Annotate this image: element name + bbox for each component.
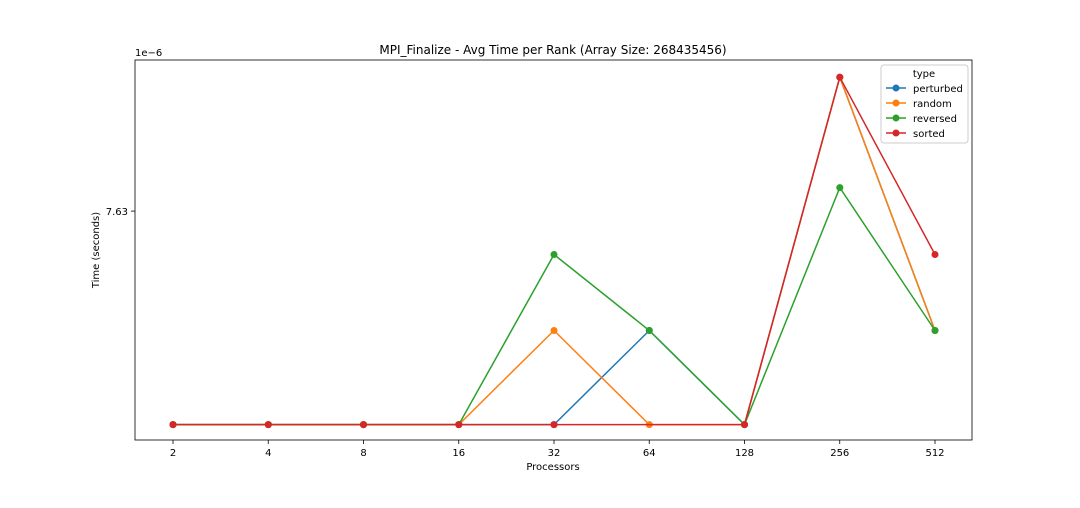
series-sorted: [169, 73, 939, 429]
legend-title: type: [913, 69, 935, 80]
data-point-random: [550, 327, 558, 334]
x-tick-label: 4: [265, 448, 271, 459]
y-offset-label: 1e−6: [135, 48, 162, 59]
x-tick-label: 8: [360, 448, 366, 459]
data-point-sorted: [169, 421, 177, 429]
x-tick-label: 32: [548, 448, 561, 459]
legend-items: perturbed random reversed sorted: [886, 84, 963, 140]
data-point-sorted: [455, 421, 463, 429]
plot-area: [134, 59, 973, 441]
legend-label: random: [913, 99, 952, 110]
series-random: [169, 73, 939, 429]
legend: type perturbed random reversed sorted: [880, 64, 969, 144]
series-line-perturbed: [173, 74, 936, 427]
series-perturbed: [169, 73, 939, 429]
series-reversed: [169, 184, 939, 429]
series-line-random: [173, 74, 936, 426]
data-point-reversed: [931, 327, 939, 334]
legend-label: perturbed: [913, 84, 963, 95]
legend-label: sorted: [913, 129, 945, 140]
data-point-sorted: [264, 421, 272, 429]
legend-swatch-marker: [892, 84, 900, 92]
series-line-sorted: [173, 75, 936, 426]
y-tick-label: 7.63: [106, 207, 128, 218]
series-layer: [169, 73, 939, 429]
x-axis: 2 4 8 16 32 64 128 256 512: [170, 440, 945, 459]
x-tick-label: 16: [452, 448, 465, 459]
legend-swatch-marker: [892, 99, 900, 107]
legend-box: [880, 64, 969, 144]
data-point-reversed: [645, 327, 653, 334]
legend-swatch-marker: [892, 114, 900, 122]
data-point-sorted: [836, 73, 844, 81]
series-line-reversed: [173, 185, 936, 426]
data-point-sorted: [550, 421, 558, 429]
x-tick-label: 2: [170, 448, 176, 459]
y-axis-label: Time (seconds): [91, 212, 102, 289]
chart-title: MPI_Finalize - Avg Time per Rank (Array …: [379, 43, 726, 57]
legend-label: reversed: [913, 114, 957, 125]
x-tick-label: 64: [643, 448, 656, 459]
x-tick-label: 256: [830, 448, 849, 459]
data-point-reversed: [836, 184, 844, 192]
data-point-sorted: [741, 421, 748, 429]
y-axis: 7.63: [106, 207, 135, 218]
x-axis-label: Processors: [526, 462, 579, 473]
data-point-sorted: [360, 421, 367, 429]
x-tick-label: 512: [925, 448, 944, 459]
legend-swatch-marker: [892, 129, 900, 137]
data-point-sorted: [931, 251, 939, 258]
data-point-reversed: [550, 251, 558, 258]
x-tick-label: 128: [735, 448, 754, 459]
